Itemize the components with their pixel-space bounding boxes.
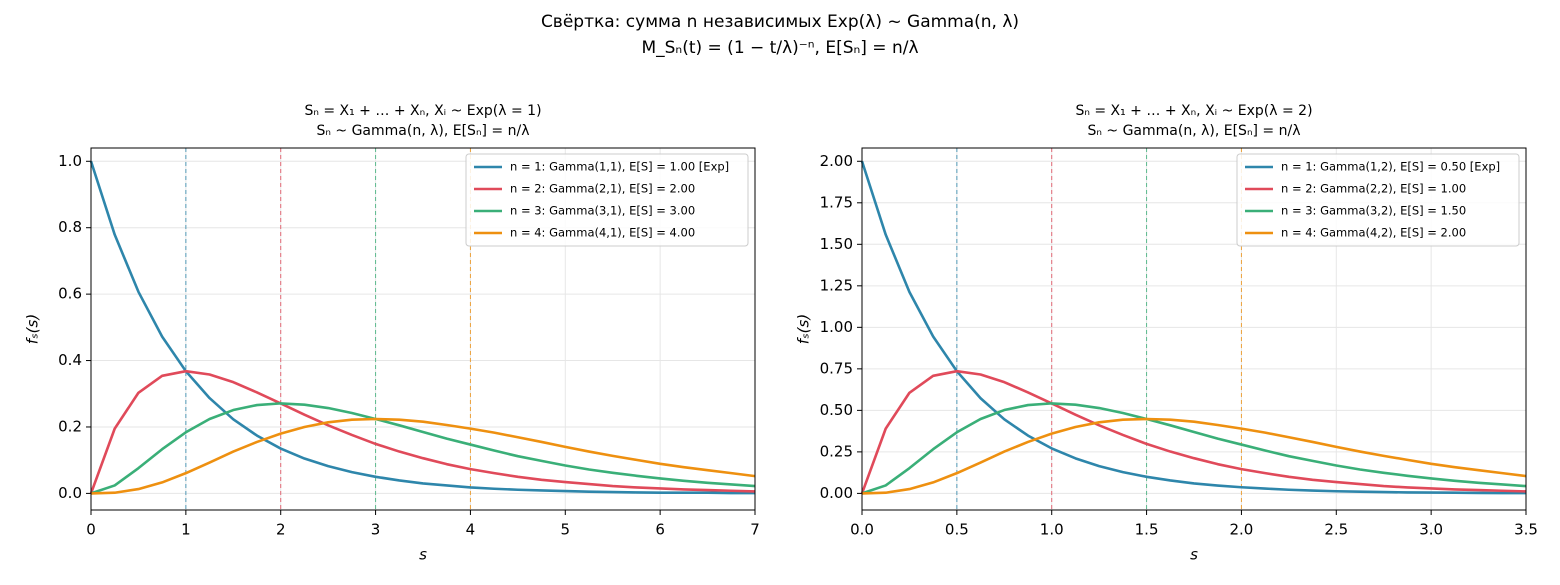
figure-subtitle: M_Sₙ(t) = (1 − t/λ)⁻ⁿ, E[Sₙ] = n/λ	[641, 38, 918, 58]
x-tick-label: 3	[371, 521, 381, 539]
legend-box	[465, 153, 749, 247]
legend-label: n = 3: Gamma(3,2), E[S] = 1.50	[1281, 204, 1466, 218]
series-line	[861, 417, 1527, 495]
y-tick-label: 2.00	[820, 152, 853, 170]
legend-label: n = 2: Gamma(2,1), E[S] = 2.00	[510, 182, 695, 196]
x-tick-label: 6	[655, 521, 665, 539]
y-axis-label: fₛ(s)	[24, 314, 42, 344]
y-tick-label: 1.75	[820, 193, 853, 211]
x-tick-label: 1.5	[1135, 521, 1159, 539]
y-tick-label: 1.00	[820, 318, 853, 336]
series-line	[860, 160, 1526, 495]
legend-label: n = 4: Gamma(4,1), E[S] = 4.00	[510, 226, 695, 240]
series-line	[861, 402, 1527, 495]
x-tick-label: 3.5	[1514, 521, 1538, 539]
x-tick-label: 2.0	[1229, 521, 1253, 539]
y-axis-label: fₛ(s)	[795, 314, 813, 344]
y-tick-label: 0.4	[58, 351, 82, 369]
series-line	[860, 369, 1527, 494]
x-tick-label: 0.0	[850, 521, 874, 539]
y-tick-label: 0.25	[820, 442, 853, 460]
x-tick-label: 0	[86, 521, 96, 539]
y-tick-label: 1.25	[820, 276, 853, 294]
legend-label: n = 4: Gamma(4,2), E[S] = 2.00	[1281, 226, 1466, 240]
y-tick-label: 0.6	[58, 285, 82, 303]
x-tick-label: 2	[276, 521, 286, 539]
chart-title: Sₙ = X₁ + … + Xₙ, Xᵢ ~ Exp(λ = 1)	[304, 103, 541, 119]
x-axis-label: s	[419, 546, 427, 564]
figure-title: Свёртка: сумма n независимых Exp(λ) ~ Ga…	[541, 12, 1019, 32]
chart-subtitle: Sₙ ~ Gamma(n, λ), E[Sₙ] = n/λ	[1087, 123, 1300, 139]
x-tick-label: 0.5	[945, 521, 969, 539]
y-tick-label: 0.00	[820, 484, 853, 502]
legend-label: n = 3: Gamma(3,1), E[S] = 3.00	[510, 204, 695, 218]
legend-label: n = 1: Gamma(1,2), E[S] = 0.50 [Exp]	[1281, 160, 1500, 174]
axes-frame	[90, 147, 756, 511]
x-tick-label: 4	[466, 521, 476, 539]
x-tick-label: 1	[181, 521, 191, 539]
legend: n = 1: Gamma(1,1), E[S] = 1.00 [Exp] n = …	[465, 153, 749, 247]
y-tick-label: 0.2	[58, 417, 82, 435]
series-line	[90, 402, 756, 495]
x-tick-label: 5	[561, 521, 571, 539]
x-tick-label: 7	[750, 521, 760, 539]
y-tick-label: 0.0	[58, 484, 82, 502]
y-tick-label: 0.75	[820, 359, 853, 377]
chart-subtitle: Sₙ ~ Gamma(n, λ), E[Sₙ] = n/λ	[316, 123, 529, 139]
y-tick-label: 0.8	[58, 218, 82, 236]
x-axis-label: s	[1190, 546, 1198, 564]
y-tick-label: 1.50	[820, 235, 853, 253]
x-tick-label: 1.0	[1040, 521, 1064, 539]
series-line	[90, 417, 756, 495]
chart-title: Sₙ = X₁ + … + Xₙ, Xᵢ ~ Exp(λ = 2)	[1075, 103, 1312, 119]
legend-label: n = 2: Gamma(2,2), E[S] = 1.00	[1281, 182, 1466, 196]
series-line	[89, 369, 756, 494]
x-tick-label: 2.5	[1324, 521, 1348, 539]
legend: n = 1: Gamma(1,2), E[S] = 0.50 [Exp] n = …	[1236, 153, 1520, 247]
axes-frame	[861, 147, 1527, 511]
series-line	[89, 160, 755, 495]
y-tick-label: 1.0	[58, 152, 82, 170]
y-tick-label: 0.50	[820, 401, 853, 419]
legend-box	[1236, 153, 1520, 247]
x-tick-label: 3.0	[1419, 521, 1443, 539]
legend-label: n = 1: Gamma(1,1), E[S] = 1.00 [Exp]	[510, 160, 729, 174]
